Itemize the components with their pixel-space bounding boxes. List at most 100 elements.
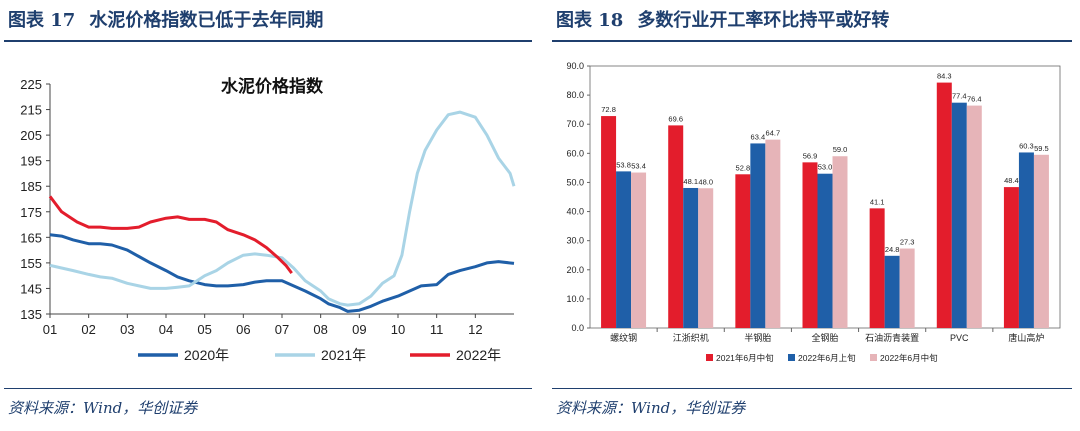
x-tick-label: 09 [352,322,366,337]
y-tick-label: 10.0 [566,294,584,304]
left-figure-caption: 水泥价格指数已低于去年同期 [89,10,324,31]
bar [817,173,833,328]
left-figure-label: 图表 17 [8,10,76,31]
y-tick-label: 90.0 [566,61,584,71]
bar [616,171,632,328]
bar-value-label: 56.9 [803,151,818,160]
category-label: PVC [950,333,969,343]
bar [869,208,885,328]
right-figure-title: 图表 18 多数行业开工率环比持平或好转 [556,6,889,32]
bar-value-label: 59.0 [833,145,848,154]
bar-value-label: 59.5 [1034,144,1049,153]
y-tick-label: 155 [20,256,42,271]
bar-value-label: 53.8 [616,160,631,169]
y-tick-label: 185 [20,179,42,194]
y-tick-label: 80.0 [566,90,584,100]
x-tick-label: 08 [313,322,327,337]
bar-value-label: 41.1 [870,197,885,206]
bar-value-label: 48.4 [1004,176,1019,185]
category-label: 螺纹钢 [610,332,637,343]
y-tick-label: 60.0 [566,148,584,158]
legend-label: 2021年 [321,347,366,363]
right-figure-caption: 多数行业开工率环比持平或好转 [637,10,890,31]
category-label: 半钢胎 [744,332,771,343]
legend-label: 2021年6月中旬 [716,353,774,363]
bar [884,255,900,328]
category-label: 江浙织机 [673,332,709,343]
bar-value-label: 76.4 [967,95,982,104]
bar [750,143,766,328]
left-figure-title: 图表 17 水泥价格指数已低于去年同期 [8,6,323,32]
legend-label: 2022年 [456,347,501,363]
left-figure-panel: 图表 17 水泥价格指数已低于去年同期 水泥价格指数 135 145 155 165 175… [4,6,532,417]
y-tick-label: 30.0 [566,236,584,246]
legend-swatch [788,354,795,361]
right-top-rule [552,40,1072,42]
x-tick-label: 12 [468,322,482,337]
y-tick-label: 165 [20,230,42,245]
x-tick-label: 04 [159,322,173,337]
left-source-note: 资料来源：Wind，华创证券 [8,399,198,417]
bar [668,125,684,329]
bar-value-label: 60.3 [1019,141,1034,150]
bar-value-label: 53.0 [818,163,833,172]
bar-value-label: 72.8 [601,105,616,114]
bar-value-label: 84.3 [937,72,952,81]
left-top-rule [4,40,532,42]
x-tick-label: 01 [43,322,57,337]
x-tick-label: 06 [236,322,250,337]
x-tick-label: 05 [197,322,211,337]
cement-price-line-chart: 水泥价格指数 135 145 155 165 175 185 195 205 215 225 01 02… [20,76,516,363]
series-line-2 [49,110,516,307]
category-label: 石油沥青装置 [865,332,919,343]
y-tick-label: 225 [20,77,42,92]
y-tick-label: 175 [20,205,42,220]
bar [802,162,818,328]
bar-value-label: 24.8 [885,245,900,254]
right-source-note: 资料来源：Wind，华创证券 [556,399,746,417]
y-tick-label: 205 [20,128,42,143]
x-tick-label: 02 [81,322,95,337]
right-figure-panel: 图表 18 多数行业开工率环比持平或好转 0.0 10.0 20.0 30.0 40.0 5… [548,0,1080,431]
series-line-3 [48,195,293,275]
right-figure-label: 图表 18 [556,10,624,31]
legend-label: 2022年6月中旬 [880,353,938,363]
bar [631,172,647,328]
bar [735,174,751,328]
bar [1018,152,1034,328]
legend-label: 2020年 [184,347,229,363]
chart-title: 水泥价格指数 [221,76,324,96]
bar [966,105,982,328]
bar-value-label: 48.1 [683,177,698,186]
legend-swatch [706,354,713,361]
utilization-bar-chart: 0.0 10.0 20.0 30.0 40.0 50.0 60.0 70.0 80.0 90.0 7… [566,61,1061,363]
series-line-1 [49,233,515,313]
bar-value-label: 52.8 [736,163,751,172]
x-tick-label: 10 [391,322,405,337]
bar-value-label: 27.3 [900,238,915,247]
legend-label: 2022年6月上旬 [798,353,856,363]
bar [765,139,781,328]
y-tick-label: 145 [20,281,42,296]
bar-value-label: 53.4 [631,162,646,171]
bar [601,116,617,329]
bar [683,187,699,328]
bar [951,102,967,329]
bar [899,248,915,328]
bar [936,82,952,328]
left-bottom-rule [4,388,532,389]
x-tick-label: 03 [120,322,134,337]
y-tick-label: 50.0 [566,177,584,187]
y-tick-label: 40.0 [566,207,584,217]
bar [832,156,848,328]
category-label: 全钢胎 [811,332,838,343]
bar-value-label: 69.6 [668,114,683,123]
y-tick-label: 70.0 [566,119,584,129]
y-tick-label: 215 [20,103,42,118]
y-tick-label: 135 [20,307,42,322]
bar-value-label: 77.4 [952,92,967,101]
y-tick-label: 195 [20,154,42,169]
x-tick-label: 07 [275,322,289,337]
y-tick-label: 20.0 [566,265,584,275]
legend-swatch [870,354,877,361]
